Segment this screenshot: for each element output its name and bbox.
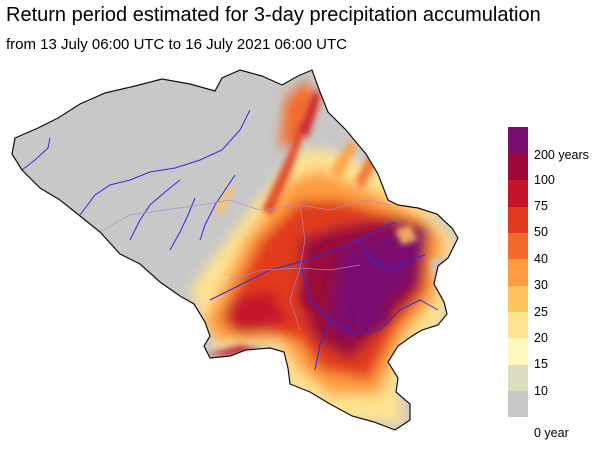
legend-label: 25 (534, 304, 548, 319)
legend-swatch (508, 364, 528, 392)
legend-swatch (508, 311, 528, 339)
legend-swatch (508, 127, 528, 154)
legend-label: 30 (534, 278, 548, 293)
legend-swatch (508, 285, 528, 313)
legend-swatch (508, 179, 528, 207)
legend-label: 10 (534, 383, 548, 398)
map-title: Return period estimated for 3-day precip… (6, 4, 541, 26)
legend-label: 20 (534, 330, 548, 345)
legend-label: 15 (534, 357, 548, 372)
legend-swatch (508, 337, 528, 365)
legend-label: 75 (534, 199, 548, 214)
legend-swatch (508, 206, 528, 233)
legend-swatch (508, 232, 528, 260)
legend-swatch (508, 390, 528, 418)
legend-label: 0 year (534, 426, 569, 440)
legend-label: 100 (534, 172, 555, 187)
color-legend: 0 year 10 15 20 25 30 40 50 75 100 200 years (508, 127, 598, 447)
belgium-map (11, 69, 459, 431)
map-subtitle: from 13 July 06:00 UTC to 16 July 2021 0… (6, 36, 348, 53)
legend-label: 200 years (534, 148, 589, 163)
legend-label: 40 (534, 251, 548, 266)
legend-swatch (508, 258, 528, 286)
legend-swatch (508, 153, 528, 181)
legend-label: 50 (534, 225, 548, 240)
